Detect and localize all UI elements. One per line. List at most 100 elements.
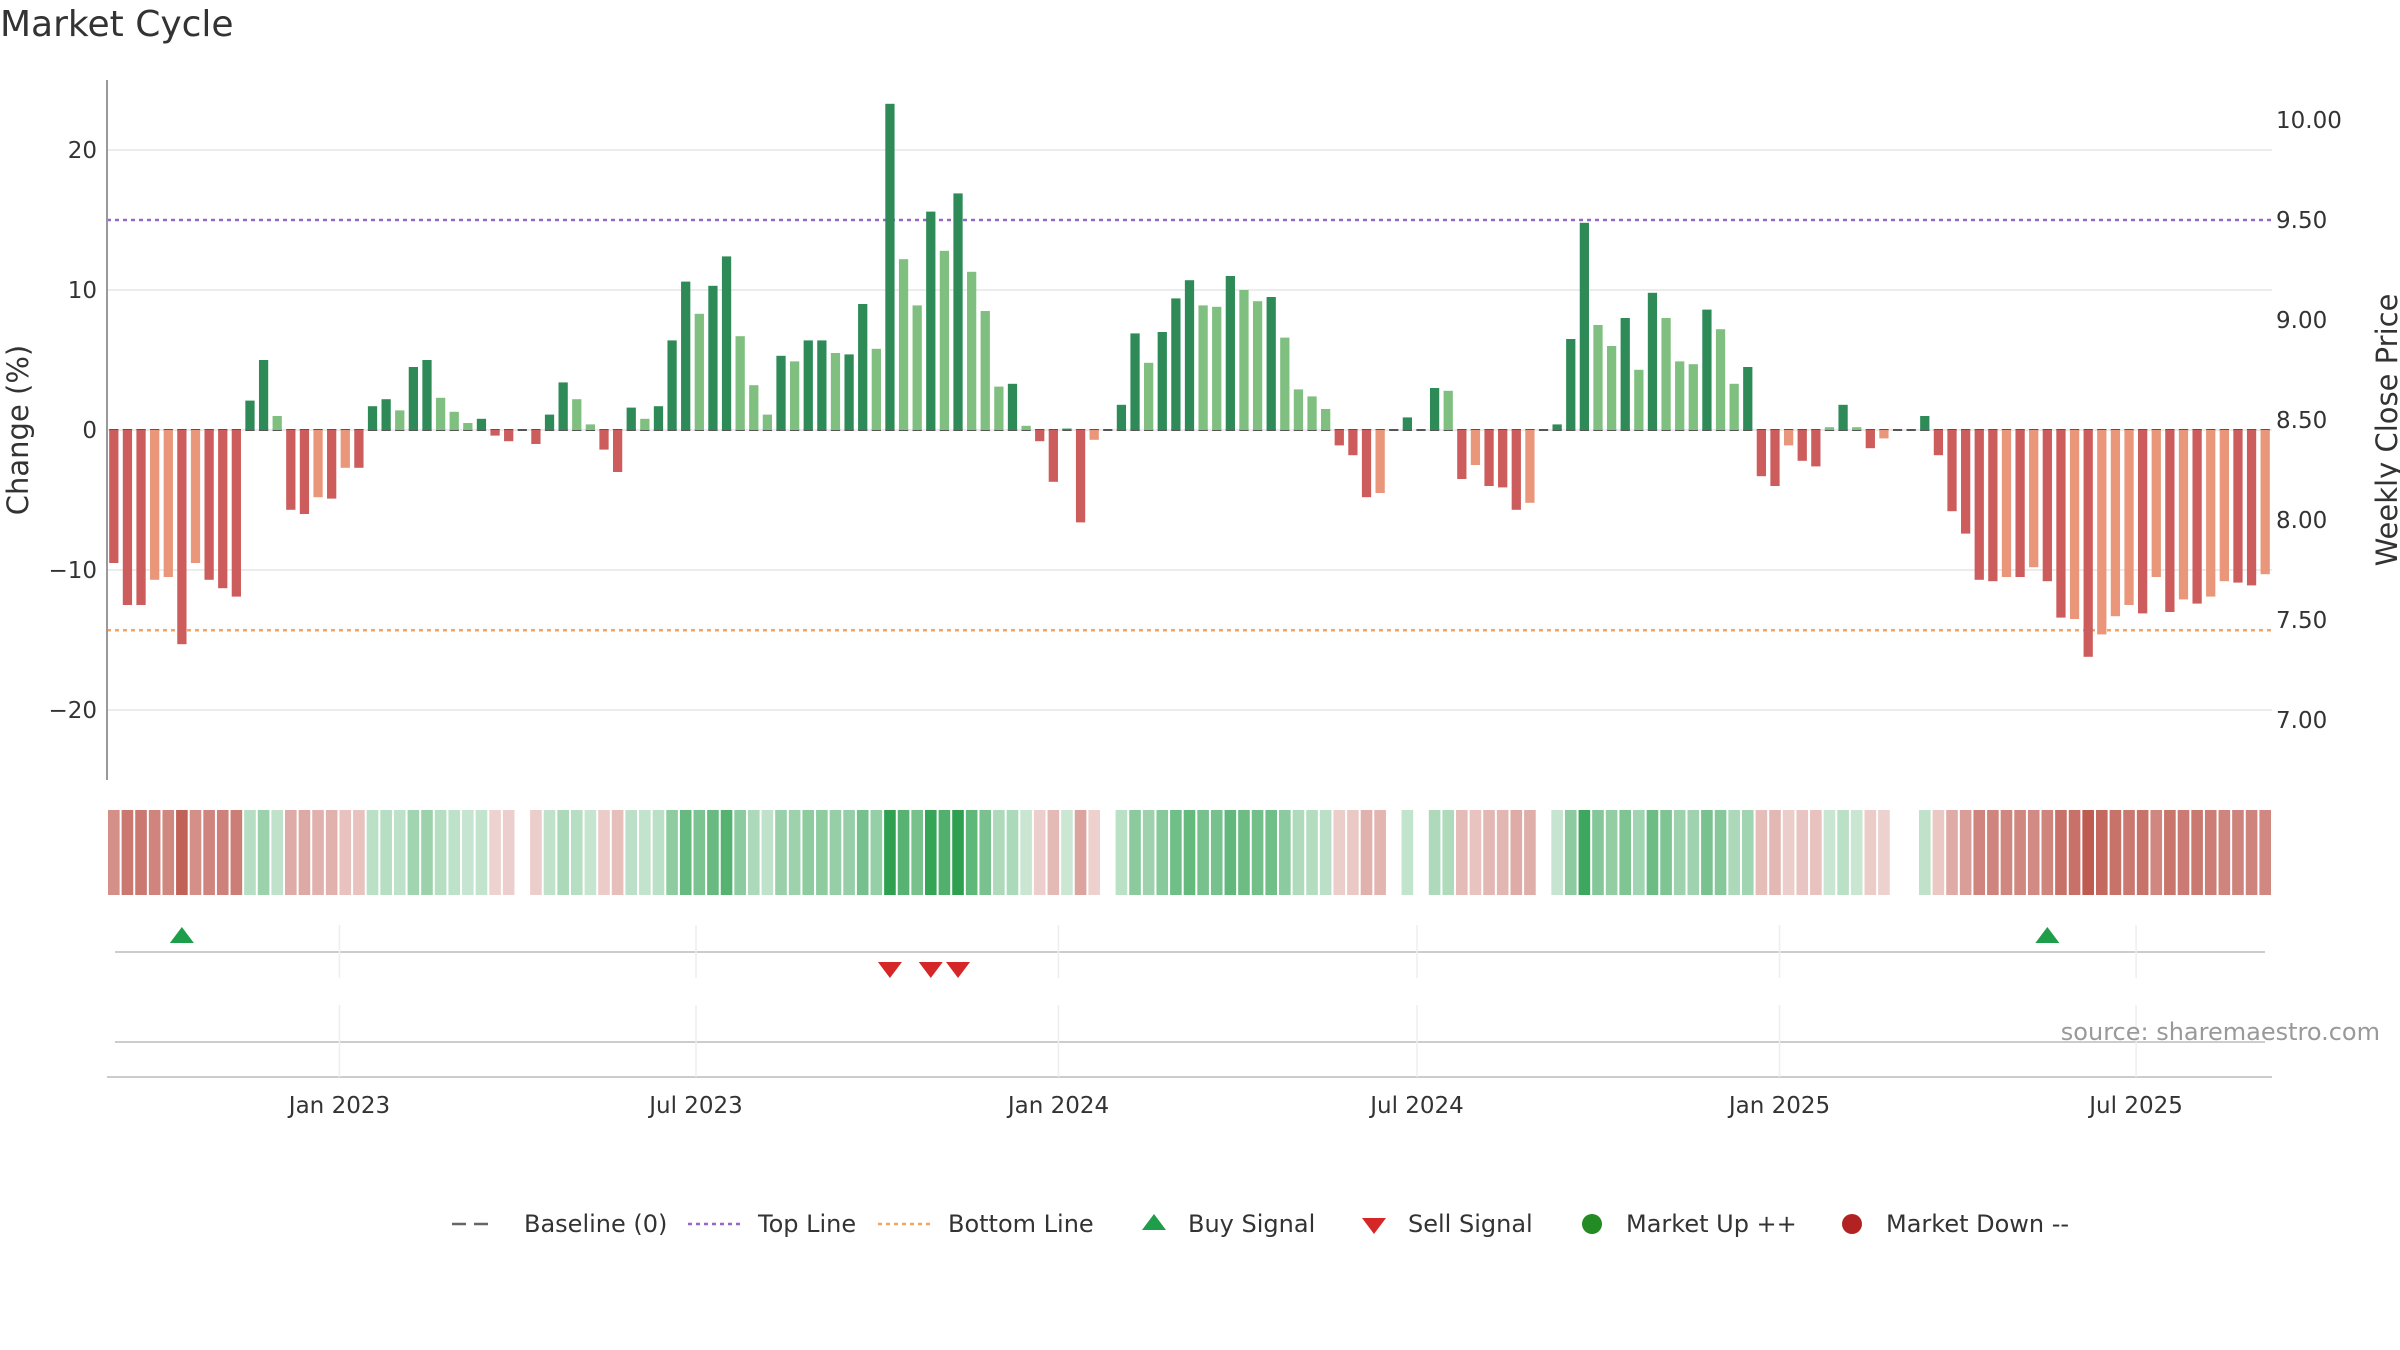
heat-cell [2259, 810, 2271, 895]
heat-cell [353, 810, 365, 895]
heat-cell [407, 810, 420, 895]
heat-cell [1973, 810, 1986, 895]
bar [1770, 430, 1780, 486]
bar [449, 411, 459, 430]
heat-cell [761, 810, 774, 895]
heat-cell [884, 810, 896, 895]
legend-item-baseline: Baseline (0) [452, 1210, 667, 1238]
heat-cell [2109, 810, 2122, 895]
legend-label: Bottom Line [948, 1210, 1094, 1238]
heat-cell [380, 810, 392, 895]
heat-cell [993, 810, 1005, 895]
y-tick-label: −20 [48, 698, 97, 724]
legend-item-top: Top Line [688, 1210, 856, 1238]
bar [612, 430, 623, 472]
y-tick-labels: 20 10 0 −10 −20 [48, 138, 97, 724]
heat-cell [570, 810, 583, 895]
heat-cell [734, 810, 746, 895]
heat-cell [802, 810, 815, 895]
bar [871, 348, 881, 430]
heat-cell [679, 810, 692, 895]
heat-cell [2095, 810, 2108, 895]
bar [830, 353, 841, 430]
bar [1661, 318, 1671, 430]
bar [1048, 430, 1058, 482]
bar [1947, 430, 1957, 512]
bar [558, 382, 568, 430]
heat-cell [1605, 810, 1618, 895]
bar [626, 407, 636, 430]
bar [572, 399, 582, 430]
heat-cell [584, 810, 597, 895]
heat-cell [1755, 810, 1768, 895]
bar [463, 423, 473, 430]
heat-cell [366, 810, 379, 895]
heat-cell [965, 810, 978, 895]
bar [667, 340, 677, 430]
bar [408, 367, 418, 430]
bar [1443, 390, 1453, 430]
legend-label: Top Line [757, 1210, 856, 1238]
bar [1811, 430, 1821, 467]
heat-cell [189, 810, 202, 895]
bar [2192, 430, 2202, 604]
bar [109, 430, 119, 563]
heat-cell [1946, 810, 1958, 895]
heat-cell [1101, 810, 1114, 895]
bar [435, 397, 446, 430]
bar [2124, 430, 2134, 605]
bar [2206, 430, 2216, 597]
heat-cell [2191, 810, 2203, 895]
bar [708, 285, 718, 430]
heat-cell [121, 810, 134, 895]
bar [2001, 430, 2012, 577]
bar [694, 313, 704, 430]
bar [653, 406, 664, 430]
bar [1484, 430, 1494, 486]
bar [177, 430, 187, 645]
heat-cell [1279, 810, 1291, 895]
bar [1457, 430, 1467, 479]
bar [367, 406, 378, 430]
bar [1961, 430, 1971, 534]
heat-cell [1878, 810, 1890, 895]
sell-signal-marker [877, 962, 902, 978]
bar [1198, 305, 1208, 430]
bar [163, 430, 173, 577]
bar [939, 250, 950, 430]
heat-cell [856, 810, 869, 895]
heat-cell [2055, 810, 2067, 895]
bar [1620, 318, 1630, 430]
bar [1007, 383, 1018, 430]
bar [476, 418, 487, 430]
heat-cell [298, 810, 311, 895]
bar [1511, 430, 1521, 510]
heat-cell [543, 810, 556, 895]
bar [1089, 430, 1099, 440]
bar [1130, 333, 1140, 430]
heat-cell [666, 810, 678, 895]
bar [2083, 430, 2093, 657]
bar [258, 360, 269, 430]
heat-cell [1850, 810, 1863, 895]
heat-cell [1319, 810, 1332, 895]
bar [1525, 430, 1535, 503]
heat-cell [1306, 810, 1318, 895]
heat-cell [639, 810, 651, 895]
bar [544, 414, 555, 430]
bar [1974, 430, 1984, 580]
heat-cell [2150, 810, 2163, 895]
heat-cell [1061, 810, 1073, 895]
heat-cell [1156, 810, 1169, 895]
heat-cell [1170, 810, 1182, 895]
heat-cell [1918, 810, 1931, 895]
heat-cell [1238, 810, 1250, 895]
legend-label: Baseline (0) [524, 1210, 667, 1238]
heat-cell [557, 810, 569, 895]
bar [1116, 404, 1127, 430]
y-axis-title: Change (%) [1, 345, 35, 515]
bar [1062, 428, 1072, 430]
heat-cell [1197, 810, 1209, 895]
chart-title: Market Cycle [0, 4, 234, 45]
